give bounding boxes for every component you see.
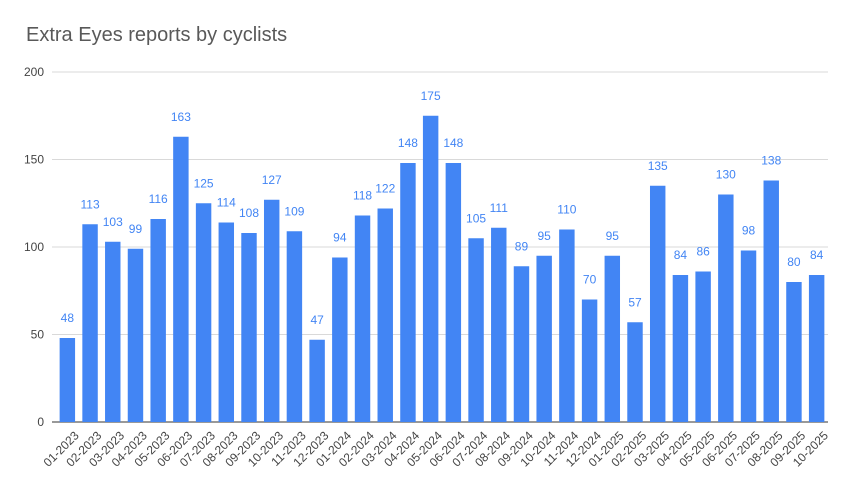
bar [195,203,212,422]
bar [105,241,121,422]
bar [808,275,825,422]
bar [422,115,439,422]
data-label: 94 [333,231,347,245]
bar [627,322,643,422]
bar [513,266,530,422]
data-label: 48 [61,311,75,325]
data-label: 127 [262,173,282,187]
data-label: 105 [466,211,486,225]
data-label: 148 [443,136,463,150]
bar [559,229,575,422]
data-label: 116 [149,192,168,206]
data-label: 57 [628,295,642,309]
bar [468,238,484,422]
data-label: 86 [696,245,710,259]
bar [173,136,189,422]
bar [332,257,348,422]
bar [218,222,235,422]
y-tick-label: 0 [37,415,44,429]
bar [263,199,280,422]
bar [763,180,779,422]
data-label: 103 [103,215,123,229]
data-label: 110 [557,203,576,217]
data-label: 99 [129,222,143,236]
bar [786,282,802,422]
bar [241,233,257,422]
bar [82,224,98,422]
data-label: 175 [421,89,441,103]
data-label: 80 [787,255,801,269]
chart-title: Extra Eyes reports by cyclists [26,24,288,46]
y-tick-label: 200 [24,65,44,79]
bar [309,339,325,422]
data-label: 130 [716,168,736,182]
data-label: 138 [761,154,781,168]
bar [649,185,666,422]
data-label: 109 [284,204,304,218]
data-label: 95 [606,229,620,243]
data-label: 108 [239,206,259,220]
bar [491,227,507,422]
bar [672,275,689,422]
data-label: 113 [80,197,99,211]
bar [581,299,598,422]
bar [59,338,76,422]
bar [377,208,393,422]
bar [740,250,757,422]
bar [445,163,462,422]
bar [286,231,303,422]
data-label: 95 [537,229,551,243]
data-label: 84 [674,248,688,262]
data-label: 70 [583,273,597,287]
data-label: 163 [171,110,191,124]
bar [718,194,734,422]
y-tick-label: 50 [31,328,45,342]
data-label: 122 [375,182,395,196]
bar [354,215,371,422]
y-tick-label: 100 [24,240,44,254]
data-label: 125 [194,176,214,190]
data-label: 114 [217,196,236,210]
data-label: 111 [490,201,509,215]
bar [604,255,621,422]
data-label: 118 [353,189,372,203]
data-label: 135 [648,159,668,173]
data-label: 84 [810,248,824,262]
y-tick-label: 150 [24,153,44,167]
bar [150,219,166,422]
data-label: 47 [310,313,324,327]
data-label: 98 [742,224,756,238]
data-label: 89 [515,239,529,253]
data-label: 148 [398,136,418,150]
bar [695,271,711,422]
bar [400,163,416,422]
bar [536,255,552,422]
bar [127,248,144,422]
